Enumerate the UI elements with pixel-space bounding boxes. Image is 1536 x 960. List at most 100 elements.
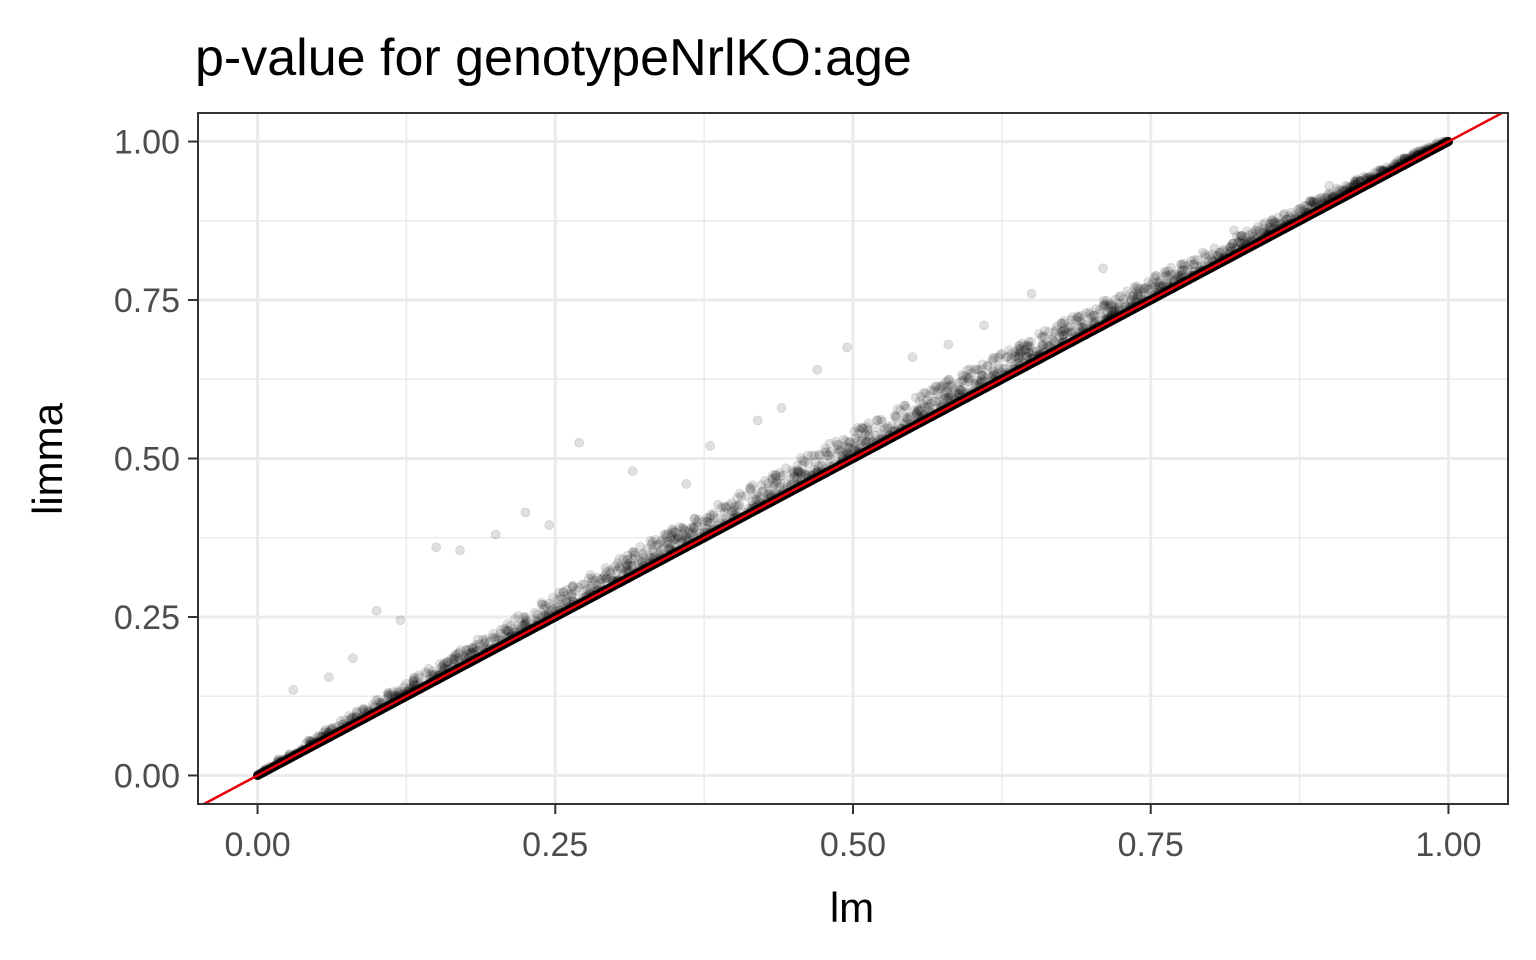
data-point <box>1139 283 1150 294</box>
data-point <box>408 675 419 686</box>
data-point <box>1056 318 1067 328</box>
data-point <box>607 565 618 576</box>
data-point <box>1014 345 1025 356</box>
data-point <box>1161 270 1172 281</box>
data-point <box>764 483 774 493</box>
data-point <box>614 561 625 572</box>
data-point <box>687 527 698 538</box>
data-point <box>1182 265 1193 275</box>
data-point <box>705 440 715 451</box>
data-point <box>1063 322 1074 333</box>
data-point <box>789 471 800 482</box>
y-axis-ticks: 0.00 0.25 0.50 0.75 1.00 <box>114 124 198 795</box>
data-point <box>943 339 954 350</box>
data-point <box>747 480 758 491</box>
data-point <box>324 672 334 683</box>
data-point <box>857 433 868 444</box>
data-point <box>719 502 729 512</box>
data-point <box>794 467 805 478</box>
data-point <box>911 407 922 418</box>
data-point <box>940 392 951 403</box>
data-point <box>1059 325 1070 335</box>
data-point <box>838 434 849 445</box>
data-point <box>966 368 977 378</box>
data-point <box>1166 269 1177 280</box>
data-point <box>478 634 488 645</box>
data-point <box>618 554 629 564</box>
data-point <box>914 405 925 416</box>
data-point <box>863 418 874 429</box>
data-point <box>1058 329 1069 340</box>
data-point <box>1147 277 1158 288</box>
data-point <box>468 642 479 653</box>
data-point <box>1192 255 1203 266</box>
data-point <box>778 470 789 481</box>
data-point <box>1250 225 1261 235</box>
data-point <box>455 645 466 656</box>
data-point <box>1160 270 1171 281</box>
data-point <box>1172 269 1183 280</box>
data-point <box>956 384 967 395</box>
data-point <box>536 597 547 608</box>
data-point <box>1010 351 1021 362</box>
data-point <box>844 442 855 453</box>
data-point <box>1047 334 1057 345</box>
data-point <box>744 483 755 494</box>
data-point <box>923 399 933 410</box>
data-point <box>1110 294 1121 305</box>
data-point <box>928 385 939 396</box>
data-point <box>708 508 719 519</box>
data-point <box>793 466 804 477</box>
data-point <box>509 623 520 634</box>
data-point <box>781 463 791 474</box>
data-point <box>734 499 745 510</box>
data-point <box>1141 282 1151 293</box>
data-point <box>427 666 438 677</box>
data-point <box>1169 269 1180 280</box>
data-point <box>1160 268 1171 279</box>
data-point <box>993 363 1004 374</box>
data-point <box>544 598 554 609</box>
x-axis-ticks: 0.00 0.25 0.50 0.75 1.00 <box>224 804 1482 864</box>
data-point <box>891 411 902 422</box>
data-point <box>910 392 921 403</box>
data-point <box>1127 291 1138 302</box>
data-point <box>815 450 825 461</box>
data-point <box>1149 273 1160 284</box>
data-point <box>901 403 912 414</box>
data-point <box>480 636 491 647</box>
data-point <box>1124 290 1135 301</box>
data-point <box>774 481 785 492</box>
data-point <box>638 548 649 559</box>
data-point <box>655 537 666 548</box>
data-point <box>627 466 638 477</box>
data-point <box>677 528 688 539</box>
data-point <box>849 426 860 437</box>
data-point <box>1233 236 1244 247</box>
data-point <box>1279 208 1290 219</box>
data-point <box>1267 215 1278 225</box>
data-point <box>823 450 833 461</box>
data-point <box>1219 244 1229 255</box>
data-point <box>598 572 609 583</box>
data-point <box>870 422 881 433</box>
data-point <box>971 378 982 389</box>
data-point <box>1126 295 1137 306</box>
data-point <box>974 364 984 375</box>
data-point <box>1250 229 1261 240</box>
data-point <box>623 554 633 565</box>
data-point <box>937 381 948 392</box>
data-point <box>788 468 798 479</box>
data-point <box>942 385 952 396</box>
data-point <box>1048 332 1059 343</box>
data-point <box>1155 278 1166 289</box>
data-point <box>860 429 871 440</box>
x-axis-title: lm <box>830 884 874 931</box>
data-point <box>461 645 472 656</box>
data-point <box>1119 298 1130 309</box>
data-point <box>787 465 797 476</box>
data-point <box>670 533 681 544</box>
data-point <box>871 430 881 441</box>
data-point <box>1226 242 1237 253</box>
data-point <box>621 562 632 572</box>
